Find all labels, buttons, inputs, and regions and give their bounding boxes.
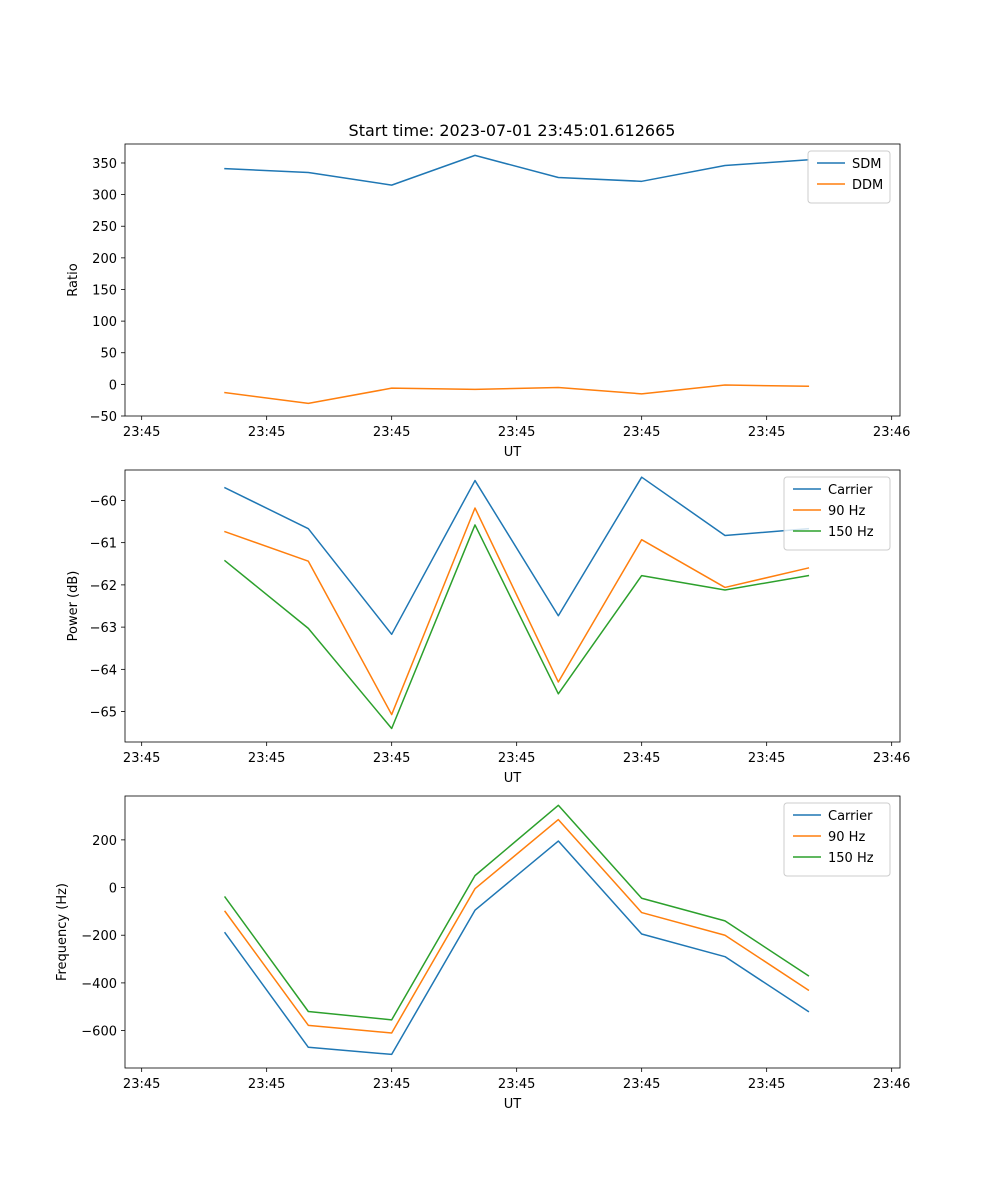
frequency-subplot: 23:45 23:45 23:45 23:45 23:45 23:45 23:46 −600 −… [55, 795, 910, 1112]
power-x-tick-label: 23:45 [123, 751, 160, 766]
frequency-x-tick-label: 23:45 [623, 1077, 660, 1092]
frequency-series-carrier-line [223, 840, 810, 1056]
frequency-y-tick-label: 0 [109, 882, 117, 897]
frequency-legend-label-150-hz: 150 Hz [828, 851, 874, 866]
ratio-y-tick-label: 100 [92, 315, 117, 330]
power-series-90-hz-line [224, 507, 810, 716]
power-x-axis-label: UT [504, 771, 522, 786]
ratio-x-tick-label: 23:45 [748, 425, 785, 440]
power-subplot: 23:45 23:45 23:45 23:45 23:45 23:45 23:46 −65 −6… [66, 469, 910, 786]
power-x-tick-label: 23:45 [248, 751, 285, 766]
power-x-tick-label: 23:45 [623, 751, 660, 766]
ratio-legend-label-ddm: DDM [852, 178, 883, 193]
frequency-x-tick-label: 23:45 [373, 1077, 410, 1092]
ratio-y-tick-label: 350 [92, 157, 117, 172]
power-axes-frame [124, 469, 901, 743]
ratio-y-tick-label: 150 [92, 283, 117, 298]
power-x-tick-label: 23:46 [873, 751, 910, 766]
frequency-series-90-hz-line [223, 818, 810, 1034]
ratio-series-sdm-line [224, 154, 810, 186]
frequency-y-tick-label: −600 [81, 1025, 117, 1040]
power-legend: Carrier 90 Hz 150 Hz [783, 476, 891, 551]
frequency-y-tick-label: −200 [81, 929, 117, 944]
ratio-legend-box [807, 150, 891, 204]
power-series-150-hz-line [223, 524, 810, 730]
ratio-x-tick-label: 23:45 [498, 425, 535, 440]
figure-title: Start time: 2023-07-01 23:45:01.612665 [349, 121, 676, 140]
ratio-y-tick-label: −50 [90, 410, 117, 425]
ratio-x-tick-label: 23:46 [873, 425, 910, 440]
frequency-x-tick-label: 23:45 [498, 1077, 535, 1092]
frequency-x-tick-label: 23:45 [248, 1077, 285, 1092]
frequency-x-tick-label: 23:45 [123, 1077, 160, 1092]
frequency-legend-label-90-hz: 90 Hz [828, 830, 865, 845]
frequency-y-tick-label: 200 [92, 834, 117, 849]
frequency-x-tick-label: 23:45 [748, 1077, 785, 1092]
power-legend-label-90-hz: 90 Hz [828, 504, 865, 519]
ratio-x-tick-label: 23:45 [373, 425, 410, 440]
frequency-series-150-hz-line [223, 804, 810, 1021]
power-legend-label-carrier: Carrier [828, 483, 873, 498]
frequency-y-axis-label: Frequency (Hz) [55, 883, 70, 981]
power-y-tick-label: −61 [90, 537, 117, 552]
power-y-tick-label: −64 [90, 663, 117, 678]
power-legend-label-150-hz: 150 Hz [828, 525, 874, 540]
frequency-axes-frame [124, 795, 901, 1069]
frequency-x-tick-label: 23:46 [873, 1077, 910, 1092]
power-y-tick-label: −65 [90, 706, 117, 721]
frequency-legend-label-carrier: Carrier [828, 809, 873, 824]
ratio-y-tick-label: 200 [92, 252, 117, 267]
power-y-tick-label: −63 [90, 621, 117, 636]
power-x-tick-label: 23:45 [748, 751, 785, 766]
ratio-x-tick-label: 23:45 [248, 425, 285, 440]
frequency-legend: Carrier 90 Hz 150 Hz [783, 802, 891, 877]
ratio-y-tick-label: 250 [92, 220, 117, 235]
ratio-series-ddm-line [224, 384, 810, 405]
power-y-axis-label: Power (dB) [66, 571, 81, 642]
ratio-x-axis-label: UT [504, 445, 522, 460]
power-x-tick-label: 23:45 [373, 751, 410, 766]
ratio-legend-label-sdm: SDM [852, 157, 881, 172]
power-y-tick-label: −62 [90, 579, 117, 594]
ratio-x-tick-label: 23:45 [623, 425, 660, 440]
ratio-subplot: 23:45 23:45 23:45 23:45 23:45 23:45 23:46 −50 0 5… [66, 143, 910, 460]
power-series-carrier-line [223, 476, 810, 636]
ratio-y-tick-label: 300 [92, 189, 117, 204]
frequency-y-tick-label: −400 [81, 977, 117, 992]
frequency-x-axis-label: UT [504, 1097, 522, 1112]
ratio-x-tick-label: 23:45 [123, 425, 160, 440]
ratio-y-tick-label: 50 [100, 347, 117, 362]
ratio-y-axis-label: Ratio [66, 263, 81, 296]
ratio-legend: SDM DDM [807, 150, 891, 204]
power-y-tick-label: −60 [90, 494, 117, 509]
power-x-tick-label: 23:45 [498, 751, 535, 766]
ratio-axes-frame [124, 143, 901, 417]
ratio-y-tick-label: 0 [109, 378, 117, 393]
